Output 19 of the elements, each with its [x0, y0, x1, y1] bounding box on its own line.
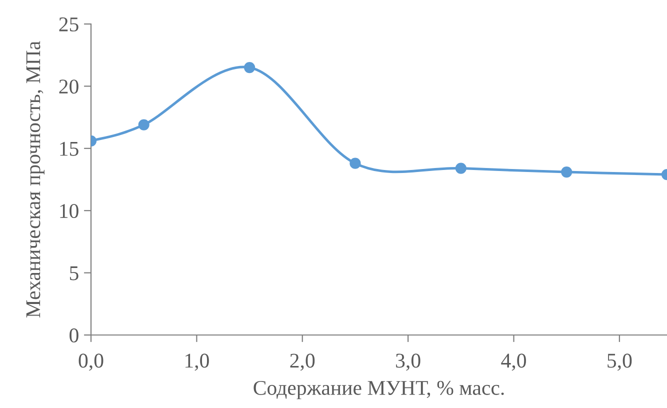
- y-tick-label: 15: [60, 142, 78, 156]
- x-axis-title: Содержание МУНТ, % масс.: [254, 380, 504, 400]
- point: [455, 162, 466, 174]
- x-tick-label: 5,0: [608, 354, 632, 371]
- point: [561, 166, 572, 178]
- x-tick-label: 1,0: [186, 354, 209, 371]
- point: [138, 119, 150, 130]
- x-tick-label: 4,0: [501, 354, 526, 371]
- x-tick-label: 2,0: [290, 354, 315, 371]
- x-tick-label: 3,0: [396, 354, 420, 371]
- y-tick-label: 20: [59, 80, 78, 94]
- point: [244, 62, 256, 74]
- x-tick-label: 0,0: [78, 354, 104, 371]
- y-tick-label: 25: [59, 17, 78, 32]
- y-tick-label: 10: [60, 204, 78, 218]
- y-tick-label: 5: [70, 266, 78, 280]
- y-tick-label: 0: [70, 328, 78, 342]
- y-axis-title: Механическая прочность, МПа: [26, 41, 44, 318]
- point: [350, 158, 361, 169]
